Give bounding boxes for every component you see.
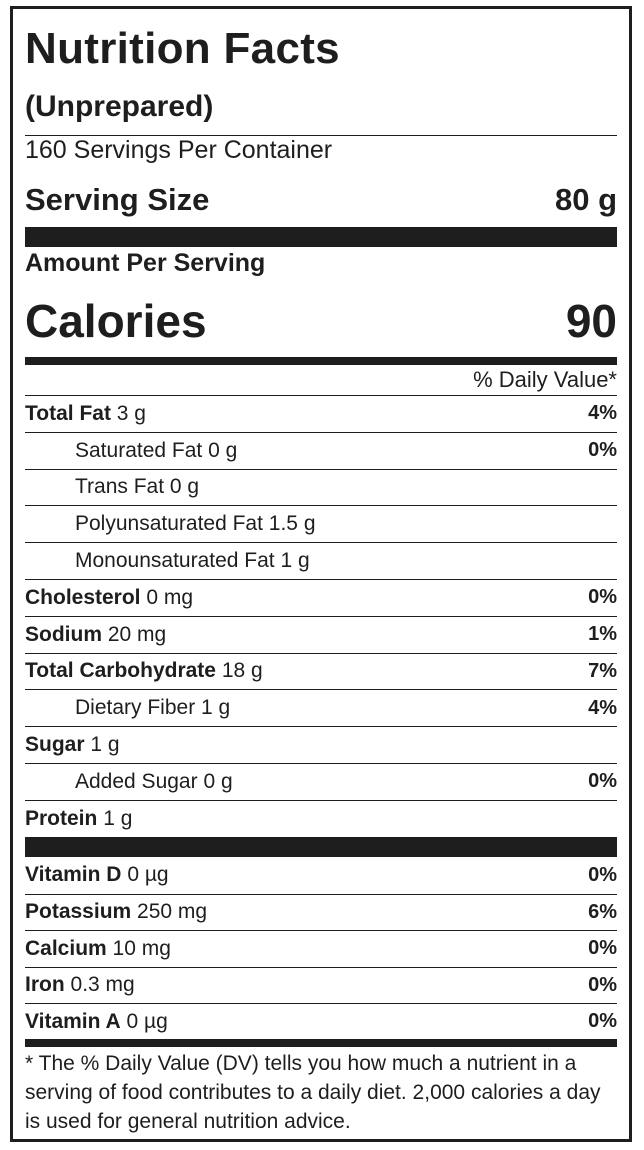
nutrient-amount: 1 g xyxy=(103,806,133,830)
nutrition-facts-label: Nutrition Facts (Unprepared) 160 Serving… xyxy=(10,6,632,1142)
nutrient-name: Sugar 1 g xyxy=(25,733,120,757)
nutrient-daily-value: 0% xyxy=(588,586,617,609)
nutrient-row: Added Sugar 0 g 0% xyxy=(25,763,617,800)
nutrient-row: Sodium 20 mg 1% xyxy=(25,615,617,653)
nutrient-amount: 3 g xyxy=(116,401,146,425)
vitamin-label: Iron xyxy=(25,973,65,997)
nutrient-daily-value: 0% xyxy=(588,439,617,462)
nutrient-row: Protein 1 g xyxy=(25,799,617,837)
calories-row: Calories 90 xyxy=(25,289,617,353)
vitamin-daily-value: 6% xyxy=(588,900,617,923)
nutrient-label: Total Fat xyxy=(25,401,111,425)
nutrient-name: Total Fat 3 g xyxy=(25,402,146,426)
nutrient-name: Sodium 20 mg xyxy=(25,623,166,647)
nutrient-row: Trans Fat 0 g xyxy=(25,468,617,506)
vitamin-row: Potassium 250 mg 6% xyxy=(25,893,617,931)
serving-size-row: Serving Size 80 g xyxy=(25,177,617,223)
nutrient-daily-value: 4% xyxy=(588,696,617,719)
vitamin-amount: 0 µg xyxy=(126,1009,168,1033)
vitamin-label: Vitamin D xyxy=(25,863,122,887)
nutrient-name: Total Carbohydrate 18 g xyxy=(25,659,263,683)
nutrient-row: Polyunsaturated Fat 1.5 g xyxy=(25,505,617,542)
vitamin-row: Vitamin A 0 µg 0% xyxy=(25,1003,617,1040)
nutrient-label: Added Sugar xyxy=(75,769,198,793)
vitamin-daily-value: 0% xyxy=(588,937,617,960)
nutrient-daily-value: 0% xyxy=(588,770,617,793)
vitamin-name: Potassium 250 mg xyxy=(25,900,207,924)
nutrient-label: Sodium xyxy=(25,622,102,646)
nutrient-name: Protein 1 g xyxy=(25,807,132,831)
nutrient-name: Monounsaturated Fat 1 g xyxy=(25,549,310,573)
nutrient-amount: 0 g xyxy=(208,438,238,462)
nutrient-amount: 0 g xyxy=(169,475,200,499)
nutrient-row: Total Fat 3 g 4% xyxy=(25,395,617,432)
nutrient-row: Dietary Fiber 1 g 4% xyxy=(25,689,617,726)
nutrient-daily-value: 1% xyxy=(588,623,617,646)
nutrient-daily-value: 7% xyxy=(588,659,617,682)
nutrient-row: Cholesterol 0 mg 0% xyxy=(25,579,617,616)
vitamin-amount: 250 mg xyxy=(137,900,208,924)
nutrient-row: Total Carbohydrate 18 g 7% xyxy=(25,652,617,690)
nutrient-amount: 0 mg xyxy=(146,585,194,609)
nutrient-name: Saturated Fat 0 g xyxy=(25,439,237,463)
nutrient-label: Polyunsaturated Fat xyxy=(75,512,263,536)
nutrient-row: Saturated Fat 0 g 0% xyxy=(25,431,617,469)
nutrient-amount: 1 g xyxy=(280,549,310,573)
nutrient-label: Protein xyxy=(25,806,98,830)
amount-per-serving: Amount Per Serving xyxy=(25,249,266,277)
servings-per-container: 160 Servings Per Container xyxy=(25,136,333,164)
nutrient-name: Cholesterol 0 mg xyxy=(25,586,193,610)
vitamin-name: Vitamin A 0 µg xyxy=(25,1010,168,1034)
vitamin-amount: 0.3 mg xyxy=(70,973,135,997)
nutrient-label: Monounsaturated Fat xyxy=(75,549,275,573)
thick-divider xyxy=(25,227,617,247)
nutrient-amount: 18 g xyxy=(221,659,263,683)
vitamin-name: Calcium 10 mg xyxy=(25,937,171,961)
nutrient-label: Saturated Fat xyxy=(75,438,203,462)
vitamin-amount: 0 µg xyxy=(127,863,169,887)
vitamin-name: Iron 0.3 mg xyxy=(25,973,135,997)
nutrient-row: Sugar 1 g xyxy=(25,726,617,763)
nutrient-amount: 20 mg xyxy=(107,622,167,646)
thick-divider-vitamins xyxy=(25,837,617,857)
nutrient-name: Polyunsaturated Fat 1.5 g xyxy=(25,512,316,536)
vitamin-row: Iron 0.3 mg 0% xyxy=(25,966,617,1004)
vitamin-label: Calcium xyxy=(25,936,107,960)
nutrient-daily-value: 4% xyxy=(588,402,617,425)
vitamin-label: Potassium xyxy=(25,900,132,924)
nutrient-label: Trans Fat xyxy=(75,475,165,499)
nutrient-amount: 1.5 g xyxy=(268,512,316,536)
daily-value-header-text: % Daily Value* xyxy=(473,367,617,392)
nutrient-name: Added Sugar 0 g xyxy=(25,770,233,794)
calories-label: Calories xyxy=(25,295,207,347)
serving-size-label: Serving Size xyxy=(25,182,210,217)
nutrient-label: Sugar xyxy=(25,733,85,757)
medium-divider xyxy=(25,357,617,365)
nutrient-label: Total Carbohydrate xyxy=(25,659,216,683)
nutrient-amount: 0 g xyxy=(203,769,233,793)
divider xyxy=(25,135,617,136)
nutrient-name: Trans Fat 0 g xyxy=(25,475,199,499)
vitamin-daily-value: 0% xyxy=(588,863,617,886)
nutrient-label: Cholesterol xyxy=(25,585,141,609)
bottom-divider xyxy=(25,1039,617,1047)
calories-value: 90 xyxy=(565,295,617,347)
nutrient-name: Dietary Fiber 1 g xyxy=(25,696,230,720)
serving-size-value: 80 g xyxy=(554,182,617,217)
label-title: Nutrition Facts xyxy=(25,24,340,73)
daily-value-header: % Daily Value* xyxy=(25,364,617,396)
vitamin-row: Calcium 10 mg 0% xyxy=(25,930,617,967)
nutrient-amount: 1 g xyxy=(90,733,120,757)
vitamin-daily-value: 0% xyxy=(588,1010,617,1033)
vitamin-label: Vitamin A xyxy=(25,1009,121,1033)
vitamin-amount: 10 mg xyxy=(112,936,171,960)
vitamin-name: Vitamin D 0 µg xyxy=(25,863,169,887)
label-subtitle: (Unprepared) xyxy=(25,90,214,123)
vitamin-row: Vitamin D 0 µg 0% xyxy=(25,857,617,894)
nutrient-row: Monounsaturated Fat 1 g xyxy=(25,542,617,579)
nutrient-label: Dietary Fiber xyxy=(75,696,196,720)
vitamin-daily-value: 0% xyxy=(588,973,617,996)
footnote: * The % Daily Value (DV) tells you how m… xyxy=(25,1052,601,1133)
nutrient-amount: 1 g xyxy=(201,696,231,720)
